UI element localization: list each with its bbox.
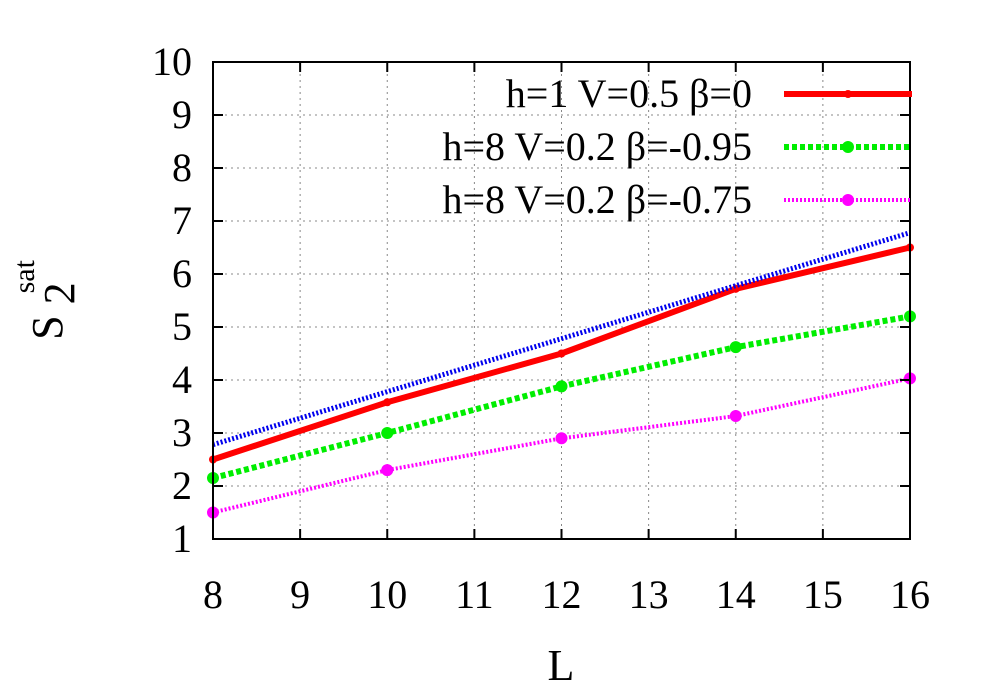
data-point-1 — [381, 427, 394, 439]
legend-label-0: h=1 V=0.5 β=0 — [506, 71, 752, 116]
y-tick-label: 10 — [152, 39, 192, 84]
y-tick-label: 1 — [172, 516, 192, 561]
series-line-3 — [212, 230, 911, 448]
y-tick-label: 8 — [172, 145, 192, 190]
y-axis-label-sup: sat — [8, 259, 41, 293]
data-point-1 — [555, 380, 568, 393]
data-point-1 — [729, 341, 742, 354]
data-point-2 — [381, 464, 394, 477]
x-tick-label: 13 — [629, 572, 669, 617]
y-tick-label: 5 — [172, 304, 192, 349]
y-tick-label: 3 — [172, 410, 192, 455]
x-tick-label: 10 — [367, 572, 407, 617]
y-axis-label-base: S — [23, 315, 72, 339]
data-point-2 — [729, 410, 742, 423]
svg-text:S 2 sat: S 2 sat — [8, 259, 84, 339]
legend-label-2: h=8 V=0.2 β=-0.75 — [442, 177, 752, 222]
y-tick-label: 4 — [172, 357, 192, 402]
x-tick-label: 12 — [542, 572, 582, 617]
legend-marker-2 — [842, 194, 854, 206]
legend: h=1 V=0.5 β=0 h=8 V=0.2 β=-0.95 h=8 V=0.2 … — [442, 71, 912, 222]
legend-label-1: h=8 V=0.2 β=-0.95 — [442, 124, 752, 169]
legend-marker-1 — [842, 141, 854, 153]
x-axis-label: L — [548, 641, 575, 690]
x-tick-label: 9 — [290, 572, 310, 617]
x-tick-label: 15 — [803, 572, 843, 617]
data-point-0 — [557, 349, 566, 358]
y-axis-label-sub: 2 — [35, 282, 84, 304]
y-tick-label: 9 — [172, 92, 192, 137]
legend-marker-0 — [844, 90, 852, 98]
x-tick-label: 14 — [716, 572, 756, 617]
series-group — [207, 230, 916, 519]
x-tick-label: 8 — [203, 572, 223, 617]
data-point-0 — [383, 398, 392, 407]
y-axis-label: S 2 sat — [8, 259, 84, 339]
y-tick-label: 7 — [172, 198, 192, 243]
y-tick-label: 2 — [172, 463, 192, 508]
y-tick-label: 6 — [172, 251, 192, 296]
x-tick-label: 11 — [455, 572, 494, 617]
x-tick-label: 16 — [890, 572, 930, 617]
data-point-2 — [555, 432, 568, 445]
